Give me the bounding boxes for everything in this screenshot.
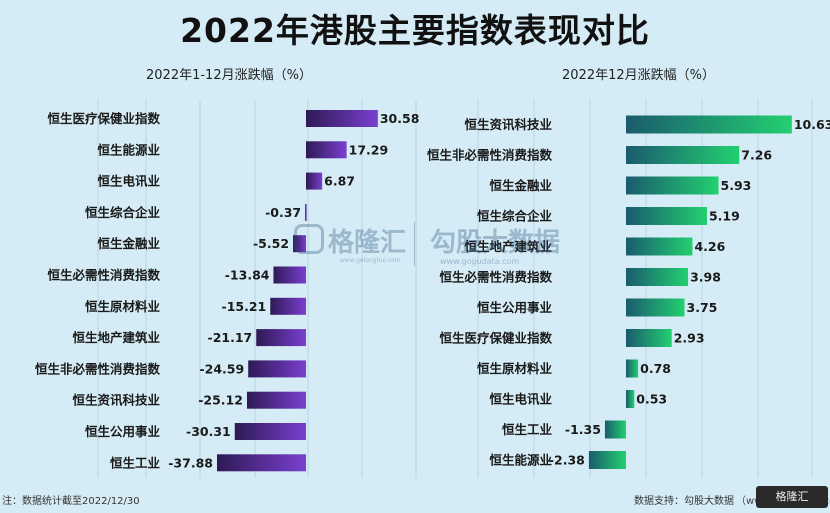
left-value-label: 6.87 — [324, 174, 355, 189]
left-bar — [306, 172, 323, 190]
right-bar-chart: 恒生资讯科技业 10.63 恒生非必需性消费指数 7.26 恒生金融业 5.93 恒生综合企… — [427, 115, 830, 469]
left-bar — [270, 297, 306, 315]
page-title: 2022年港股主要指数表现对比 — [180, 11, 650, 50]
left-bar — [216, 454, 306, 472]
right-value-label: 5.93 — [721, 178, 752, 193]
right-bar — [604, 420, 626, 439]
left-category-label: 恒生医疗保健业指数 — [47, 111, 160, 126]
right-bar — [588, 451, 626, 469]
left-value-label: -24.59 — [199, 361, 244, 376]
left-value-label: 30.58 — [380, 111, 420, 126]
right-category-label: 恒生金融业 — [489, 178, 552, 193]
right-value-label: 4.26 — [694, 239, 725, 254]
left-chart-grid — [97, 100, 417, 478]
right-bar — [626, 298, 685, 317]
left-category-label: 恒生必需性消费指数 — [47, 268, 160, 283]
right-chart-title: 2022年12月涨跌幅（%） — [562, 68, 715, 83]
left-category-label: 恒生金融业 — [97, 236, 160, 251]
right-category-label: 恒生综合企业 — [477, 209, 553, 224]
left-bar-chart: 恒生医疗保健业指数 30.58 恒生能源业 17.29 恒生电讯业 6.87 恒生综合企业 -… — [35, 110, 420, 472]
left-bar — [234, 423, 306, 440]
left-category-label: 恒生原材料业 — [85, 299, 161, 314]
left-chart-title: 2022年1-12月涨跌幅（%） — [146, 68, 312, 83]
left-value-label: -37.88 — [168, 455, 213, 470]
right-category-label: 恒生必需性消费指数 — [439, 270, 552, 285]
watermark-url: www.gelonghui.com — [340, 257, 401, 264]
left-value-label: -13.84 — [225, 268, 270, 283]
right-value-label: 10.63 — [794, 117, 830, 132]
left-value-label: -30.31 — [186, 424, 231, 439]
left-bar — [273, 266, 306, 284]
watermark-logo-icon — [294, 224, 324, 254]
right-value-label: -2.38 — [549, 453, 585, 468]
left-value-label: -15.21 — [222, 299, 267, 314]
right-value-label: 7.26 — [741, 148, 772, 163]
right-category-label: 恒生电讯业 — [489, 392, 552, 407]
left-category-label: 恒生地产建筑业 — [72, 330, 160, 345]
right-bar — [626, 237, 693, 256]
right-bar — [626, 390, 635, 408]
right-category-label: 恒生能源业 — [489, 453, 552, 468]
right-category-label: 恒生地产建筑业 — [464, 239, 552, 254]
left-value-label: -0.37 — [265, 205, 301, 220]
left-category-label: 恒生电讯业 — [97, 174, 160, 189]
right-category-label: 恒生公用事业 — [477, 300, 553, 315]
left-category-label: 恒生工业 — [110, 455, 161, 470]
right-value-label: 3.75 — [687, 300, 718, 315]
left-bar — [248, 360, 306, 378]
right-value-label: 0.78 — [640, 361, 671, 376]
right-bar — [626, 268, 689, 286]
right-bar — [626, 329, 672, 347]
left-bar — [306, 110, 378, 127]
left-category-label: 恒生资讯科技业 — [72, 393, 160, 408]
left-value-label: -5.52 — [253, 236, 289, 251]
corner-logo: 格隆汇 — [756, 486, 828, 508]
right-bar — [626, 207, 707, 225]
right-category-label: 恒生资讯科技业 — [464, 117, 552, 132]
right-value-label: 0.53 — [636, 392, 667, 407]
right-bar — [626, 359, 639, 378]
right-bar — [626, 176, 719, 195]
left-bar — [305, 203, 307, 221]
right-category-label: 恒生工业 — [502, 422, 553, 437]
right-value-label: 2.93 — [674, 331, 705, 346]
watermark-url-secondary: www.gogudata.com — [440, 257, 520, 266]
right-bar — [626, 146, 740, 164]
right-value-label: 3.98 — [690, 270, 721, 285]
right-bar — [626, 115, 792, 134]
left-category-label: 恒生公用事业 — [85, 424, 161, 439]
left-bar — [306, 141, 347, 159]
left-bar — [246, 391, 306, 409]
left-category-label: 恒生综合企业 — [85, 205, 161, 220]
left-category-label: 恒生能源业 — [97, 142, 160, 157]
watermark-brand-secondary: 勾股大数据 — [430, 228, 561, 258]
right-value-label: 5.19 — [709, 209, 740, 224]
right-category-label: 恒生原材料业 — [477, 361, 553, 376]
right-category-label: 恒生非必需性消费指数 — [427, 148, 553, 163]
footer-note: 注：数据统计截至2022/12/30 — [2, 496, 140, 507]
left-bar — [256, 329, 306, 347]
watermark-divider — [414, 222, 415, 266]
right-category-label: 恒生医疗保健业指数 — [439, 331, 552, 346]
left-category-label: 恒生非必需性消费指数 — [35, 361, 161, 376]
left-value-label: -21.17 — [208, 330, 253, 345]
right-value-label: -1.35 — [565, 422, 601, 437]
footer-source: 数据支持：勾股大数据 — [634, 496, 734, 507]
left-value-label: -25.12 — [198, 393, 243, 408]
left-value-label: 17.29 — [349, 142, 389, 157]
watermark-brand: 格隆汇 — [328, 228, 407, 258]
